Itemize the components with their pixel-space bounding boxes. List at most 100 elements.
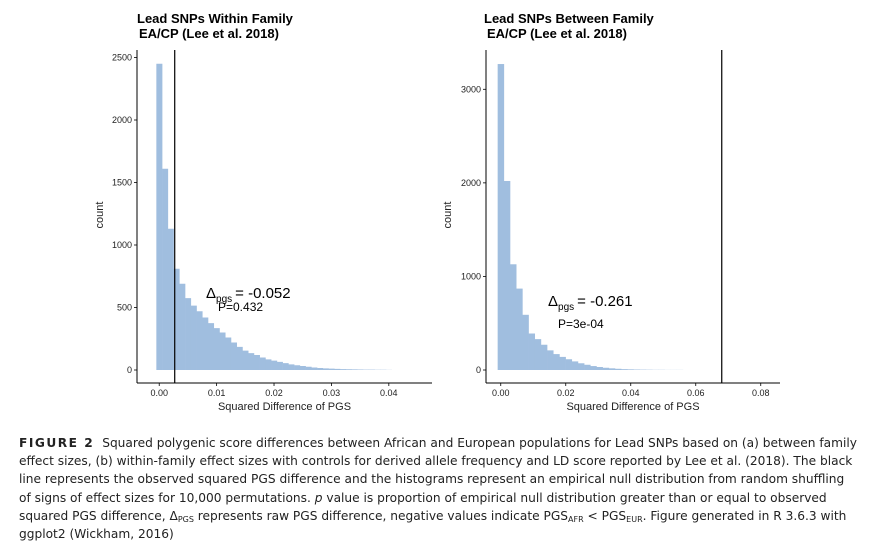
histogram-bar [197,311,203,370]
histogram-bar [168,229,174,370]
histogram-bar [329,369,335,370]
delta-subscript: pgs [558,302,574,313]
histogram-bar [541,345,547,370]
histogram-bar [162,169,168,370]
histogram-bar [260,358,266,371]
histogram-bar [535,339,541,370]
histogram-bar [609,368,615,370]
histogram-bar [559,357,565,370]
chart-subtitle: EA/CP (Lee et al. 2018) [139,26,279,41]
y-axis-label: count [442,202,454,229]
histogram-bar [219,333,225,371]
caption-sub-eur: EUR [626,515,642,524]
y-tick-label: 1000 [461,271,481,281]
x-tick-label: 0.02 [265,388,283,398]
caption-text-4: < PGS [584,509,627,523]
histogram-bar [265,359,271,370]
y-axis-label: count [94,202,106,229]
histogram-bar [231,343,237,371]
y-tick-label: 1000 [112,240,132,250]
x-axis-label: Squared Difference of PGS [566,401,699,413]
histogram-bar [283,363,289,370]
histogram-bar [566,359,572,370]
histogram-bar [572,361,578,370]
histogram-bar [214,328,220,370]
histogram-bar [596,367,602,370]
histogram-bar [271,361,277,370]
histogram-panel-2: 0 1000 2000 3000 0.00 0.02 0.04 0.06 0.08 Lead SN… [442,11,780,413]
x-tick-label: 0.03 [323,388,341,398]
histogram-bar [294,365,300,370]
histogram-bar [334,369,340,370]
p-value-label: P=3e-04 [558,317,604,331]
histogram-bar [202,318,208,371]
histogram-bar [547,350,553,370]
x-axis-label: Squared Difference of PGS [218,401,351,413]
histogram-bar [498,64,504,370]
y-tick-label: 0 [127,365,132,375]
p-value-label: P=0.432 [218,300,263,314]
figure-2-histograms: 0 500 1000 1500 2000 2500 0.00 0.01 0.02 0.03 0.04… [0,0,872,430]
delta-symbol: Δ [206,285,216,302]
caption-sub-afr: AFR [568,515,584,524]
histogram-bar [254,355,260,370]
x-tick-label: 0.08 [752,388,770,398]
histogram-bar [516,289,522,370]
chart-title: Lead SNPs Within Family [137,11,294,26]
histogram-bar [156,64,162,370]
x-tick-label: 0.06 [687,388,705,398]
histogram-bar [248,353,254,370]
chart-title: Lead SNPs Between Family [484,11,655,26]
histogram-bar [357,370,363,371]
delta-symbol: Δ [548,293,558,310]
histogram-bar [306,367,312,370]
histogram-bar [603,368,609,370]
histogram-bar [352,369,358,370]
histogram-bar [553,354,559,370]
histogram-bar [323,368,329,370]
histogram-bar [578,363,584,370]
y-tick-label: 0 [476,365,481,375]
histogram-bar [504,181,510,370]
y-tick-label: 500 [117,303,132,313]
chart-subtitle: EA/CP (Lee et al. 2018) [487,26,627,41]
x-tick-label: 0.01 [208,388,226,398]
histogram-bar [288,364,294,370]
histogram-bar [185,298,191,370]
histogram-bar [590,366,596,370]
y-tick-label: 1500 [112,178,132,188]
histogram-bar [340,369,346,370]
histogram-bar [179,284,185,370]
histogram-bar [225,338,231,371]
x-tick-label: 0.00 [492,388,510,398]
x-tick-label: 0.04 [622,388,640,398]
histogram-bar [208,323,214,370]
caption-text-3: represents raw PGS difference, negative … [194,509,568,523]
delta-annotation: Δpgs= -0.261 [548,293,633,313]
histogram-bar [317,368,323,370]
x-tick-label: 0.00 [150,388,168,398]
histogram-bar [627,369,633,370]
y-tick-label: 2000 [461,178,481,188]
caption-sub-pgs: PGS [178,515,194,524]
histogram-bar [522,315,528,370]
histogram-bar [191,306,197,370]
histogram-bar [242,351,248,370]
y-tick-label: 2000 [112,115,132,125]
y-tick-label: 2500 [112,53,132,63]
histogram-bar [510,264,516,370]
histogram-panel-1: 0 500 1000 1500 2000 2500 0.00 0.01 0.02 0.03 0.04… [94,11,432,413]
histogram-bar [346,369,352,370]
x-tick-label: 0.04 [380,388,398,398]
histogram-bar [237,347,243,370]
histogram-bar [615,369,621,370]
histogram-bar [311,368,317,371]
histogram-bar [277,362,283,370]
caption-label: FIGURE 2 [19,436,94,450]
histogram-bar [529,334,535,370]
delta-value: = -0.261 [577,293,632,310]
x-tick-label: 0.02 [557,388,575,398]
histogram-bar [300,366,306,370]
y-tick-label: 3000 [461,84,481,94]
